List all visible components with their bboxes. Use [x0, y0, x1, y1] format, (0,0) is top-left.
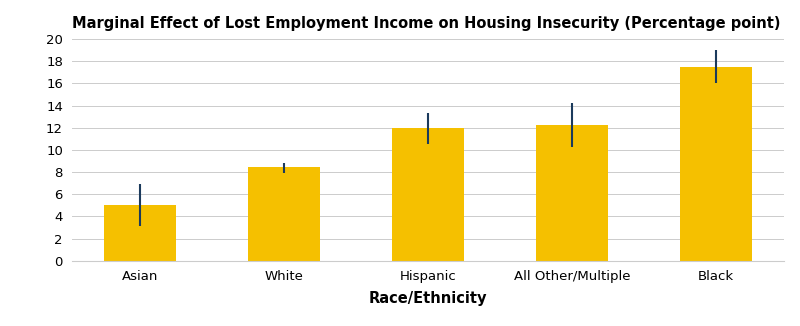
- Bar: [104, 205, 176, 261]
- Text: Marginal Effect of Lost Employment Income on Housing Insecurity (Percentage poin: Marginal Effect of Lost Employment Incom…: [72, 16, 781, 31]
- Bar: [680, 67, 752, 261]
- Bar: [392, 128, 464, 261]
- Bar: [536, 125, 608, 261]
- X-axis label: Race/Ethnicity: Race/Ethnicity: [369, 291, 487, 306]
- Bar: [248, 167, 320, 261]
